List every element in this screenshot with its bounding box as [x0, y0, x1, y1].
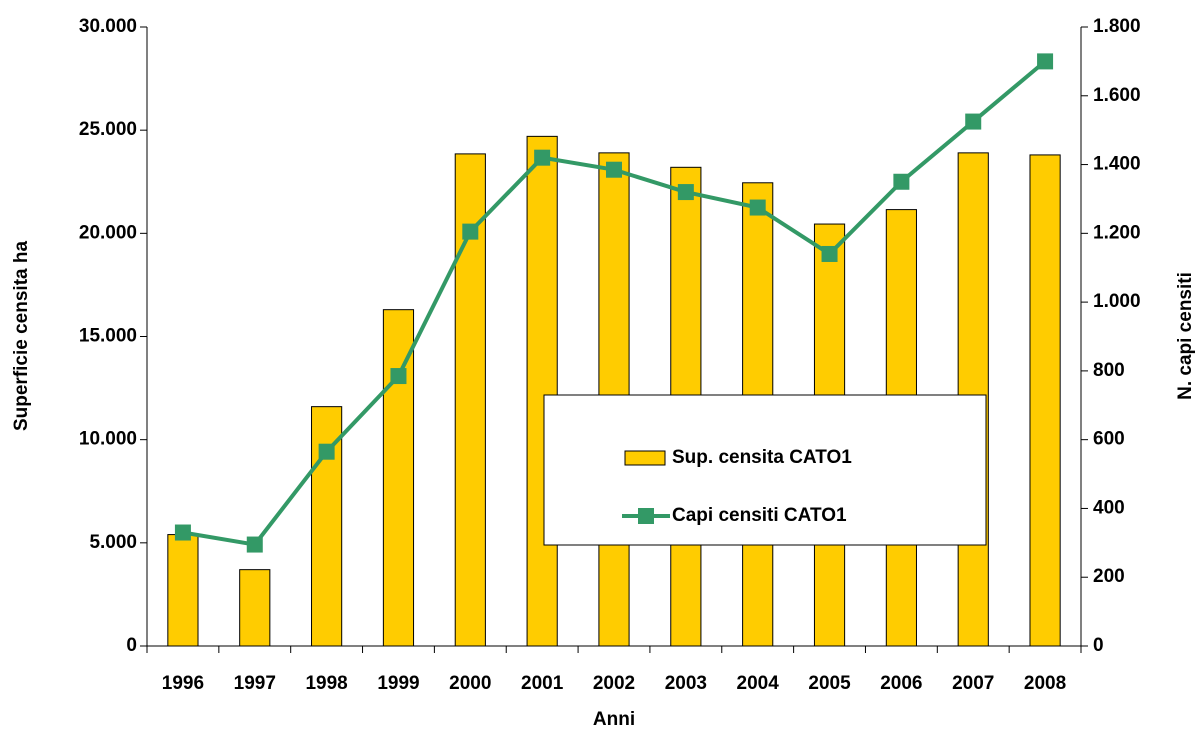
marker — [246, 536, 263, 553]
y2-tick-label: 1.400 — [1093, 154, 1141, 175]
marker — [534, 149, 551, 166]
marker — [677, 184, 694, 201]
x-tick-label: 2002 — [593, 673, 635, 694]
y2-tick-label: 1.800 — [1093, 16, 1141, 37]
x-tick-label: 2004 — [737, 673, 780, 694]
y2-tick-label: 1.200 — [1093, 222, 1141, 243]
x-tick-label: 2006 — [880, 673, 922, 694]
y-tick-label: 15.000 — [79, 326, 137, 347]
x-tick-label: 2008 — [1024, 673, 1066, 694]
y2-axis-title: N. capi censiti — [1175, 272, 1196, 400]
y2-tick-label: 1.000 — [1093, 291, 1141, 312]
x-tick-label: 1997 — [234, 673, 276, 694]
bar — [239, 569, 271, 647]
x-tick-label: 2000 — [449, 673, 491, 694]
y2-tick-label: 600 — [1093, 429, 1125, 450]
y-tick-label: 0 — [126, 635, 137, 656]
y2-tick-label: 800 — [1093, 360, 1125, 381]
y2-tick-label: 400 — [1093, 497, 1125, 518]
x-tick-label: 1998 — [305, 673, 347, 694]
marker — [462, 223, 479, 240]
legend — [543, 394, 987, 546]
marker — [606, 161, 622, 178]
y2-tick-label: 200 — [1093, 566, 1125, 587]
legend-label: Sup. censita CATO1 — [672, 447, 852, 468]
y-tick-label: 10.000 — [79, 429, 137, 450]
y-tick-label: 5.000 — [89, 532, 137, 553]
marker — [893, 173, 910, 190]
y-axis-title: Superficie censita ha — [11, 241, 32, 432]
y-tick-label: 30.000 — [79, 16, 137, 37]
marker — [174, 524, 191, 541]
x-tick-label: 2001 — [521, 673, 564, 694]
bar — [526, 135, 558, 647]
bar — [1029, 154, 1061, 647]
x-tick-label: 2003 — [665, 673, 707, 694]
marker — [318, 443, 335, 460]
x-tick-label: 1999 — [377, 673, 419, 694]
x-tick-label: 1996 — [162, 673, 204, 694]
marker — [965, 113, 982, 130]
bar — [167, 534, 199, 647]
x-tick-label: 2005 — [808, 673, 851, 694]
marker — [821, 245, 838, 262]
y2-tick-label: 0 — [1093, 635, 1104, 656]
x-tick-label: 2007 — [952, 673, 994, 694]
marker — [1037, 53, 1054, 70]
legend-label: Capi censiti CATO1 — [672, 505, 847, 526]
y-tick-label: 20.000 — [79, 222, 137, 243]
marker — [390, 368, 407, 385]
legend-swatch — [638, 508, 654, 524]
y2-tick-label: 1.600 — [1093, 85, 1141, 106]
y-tick-label: 25.000 — [79, 119, 137, 140]
legend-swatch — [624, 450, 666, 466]
bar — [382, 309, 415, 647]
marker — [749, 199, 766, 216]
x-axis-title: Anni — [593, 709, 635, 730]
